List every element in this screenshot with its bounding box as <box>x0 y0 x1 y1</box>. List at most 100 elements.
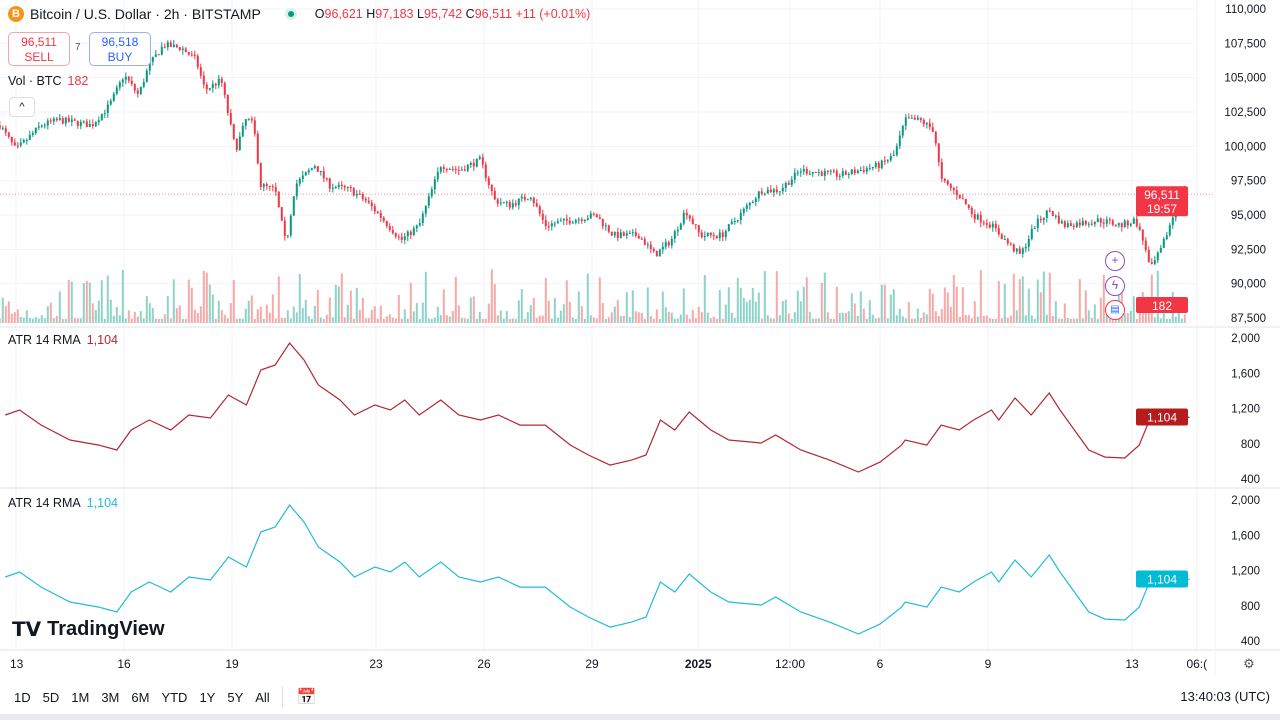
buy-button[interactable]: 96,518 BUY <box>89 32 151 66</box>
candle-body <box>745 205 748 209</box>
tradingview-logo[interactable]: 𝗧𝗩 TradingView <box>12 618 165 641</box>
candle-body <box>1045 210 1048 218</box>
candle-body <box>268 186 271 188</box>
volume-bar <box>643 318 646 323</box>
range-6m[interactable]: 6M <box>131 689 150 705</box>
candle-body <box>868 168 871 170</box>
candle-body <box>586 218 589 220</box>
volume-bar <box>478 311 481 323</box>
range-ytd[interactable]: YTD <box>161 689 188 705</box>
candle-body <box>856 170 859 174</box>
candle-body <box>970 207 973 215</box>
candle-body <box>901 125 904 136</box>
candle-body <box>583 219 586 222</box>
volume-bar <box>79 318 82 323</box>
volume-bar <box>511 318 514 323</box>
volume-bar <box>1114 318 1117 323</box>
calendar-goto-icon[interactable]: 📅 <box>281 687 317 707</box>
candle-body <box>565 218 568 221</box>
candle-body <box>448 168 451 170</box>
candle-body <box>283 220 286 237</box>
candle-body <box>544 219 547 227</box>
volume-bar <box>115 306 118 323</box>
volume-bar <box>1099 297 1102 323</box>
atr-legend-2[interactable]: ATR 14 RMA 1,104 <box>8 496 118 510</box>
candle-body <box>556 221 559 224</box>
volume-bar <box>475 318 478 323</box>
volume-bar <box>418 318 421 323</box>
volume-bar <box>343 317 346 323</box>
volume-bar <box>517 300 520 323</box>
candle-body <box>70 119 73 122</box>
candle-body <box>1057 215 1060 224</box>
sell-button[interactable]: 96,511 SELL <box>8 32 70 66</box>
atr-legend-1[interactable]: ATR 14 RMA 1,104 <box>8 333 118 347</box>
range-1d[interactable]: 1D <box>14 689 31 705</box>
range-5d[interactable]: 5D <box>42 689 60 705</box>
volume-bar <box>226 318 229 323</box>
candle-body <box>328 178 331 189</box>
us-flag-icon[interactable]: ▤ <box>1105 300 1125 320</box>
candle-body <box>43 125 46 127</box>
volume-bar <box>328 297 331 323</box>
add-plus-icon[interactable]: + <box>1105 251 1125 271</box>
volume-bar <box>682 288 685 323</box>
volume-bar <box>913 318 916 323</box>
collapse-chevron-icon[interactable]: ^ <box>9 97 35 117</box>
volume-bar <box>466 318 469 323</box>
volume-bar <box>460 317 463 323</box>
candle-body <box>208 88 211 90</box>
volume-bar <box>499 310 502 323</box>
volume-bar <box>145 295 148 323</box>
range-3m[interactable]: 3M <box>101 689 120 705</box>
chart-canvas[interactable]: 110,000 107,500 105,000 102,500 100,000 97,50… <box>0 0 1280 680</box>
volume-bar <box>367 318 370 323</box>
volume-bar <box>160 318 163 323</box>
volume-bar <box>139 311 142 323</box>
volume-bar <box>613 306 616 323</box>
volume-bar <box>259 306 262 323</box>
settings-gear-icon: ⚙ <box>1243 656 1255 671</box>
volume-bar <box>796 290 799 323</box>
volume-bar <box>1009 315 1012 323</box>
candle-body <box>172 44 175 47</box>
range-1y[interactable]: 1Y <box>199 689 216 705</box>
volume-bar <box>508 318 511 323</box>
candle-body <box>106 104 109 114</box>
spread-value: 7 <box>75 42 81 53</box>
range-all[interactable]: All <box>255 689 270 705</box>
candle-body <box>652 248 655 251</box>
clock[interactable]: 13:40:03 (UTC) <box>1180 689 1270 704</box>
volume-bar <box>937 316 940 323</box>
candle-body <box>262 184 265 187</box>
candle-body <box>874 162 877 167</box>
candle-body <box>580 219 583 222</box>
volume-bar <box>712 316 715 323</box>
candle-body <box>910 117 913 119</box>
candle-body <box>619 232 622 238</box>
volume-bar <box>91 303 94 323</box>
candle-body <box>493 190 496 200</box>
candle-body <box>553 223 556 225</box>
candle-body <box>472 162 475 167</box>
candle-body <box>679 223 682 230</box>
candle-body <box>898 135 901 147</box>
atr2-axis-label: 2,000 <box>1231 495 1260 507</box>
candle-body <box>538 206 541 214</box>
candle-body <box>991 223 994 228</box>
range-1m[interactable]: 1M <box>71 689 90 705</box>
volume-bar <box>7 301 10 323</box>
candle-body <box>604 225 607 227</box>
candle-body <box>547 226 550 228</box>
volume-bar <box>733 318 736 323</box>
volume-bar <box>868 300 871 323</box>
volume-bar <box>1168 318 1171 323</box>
candle-body <box>724 230 727 237</box>
symbol-title[interactable]: Bitcoin / U.S. Dollar · 2h · BITSTAMP <box>30 6 261 22</box>
volume-bar <box>52 318 55 323</box>
volume-bar <box>451 310 454 323</box>
candle-body <box>286 235 289 237</box>
lightning-icon[interactable]: ϟ <box>1105 276 1125 296</box>
candle-body <box>772 189 775 193</box>
range-5y[interactable]: 5Y <box>227 689 244 705</box>
